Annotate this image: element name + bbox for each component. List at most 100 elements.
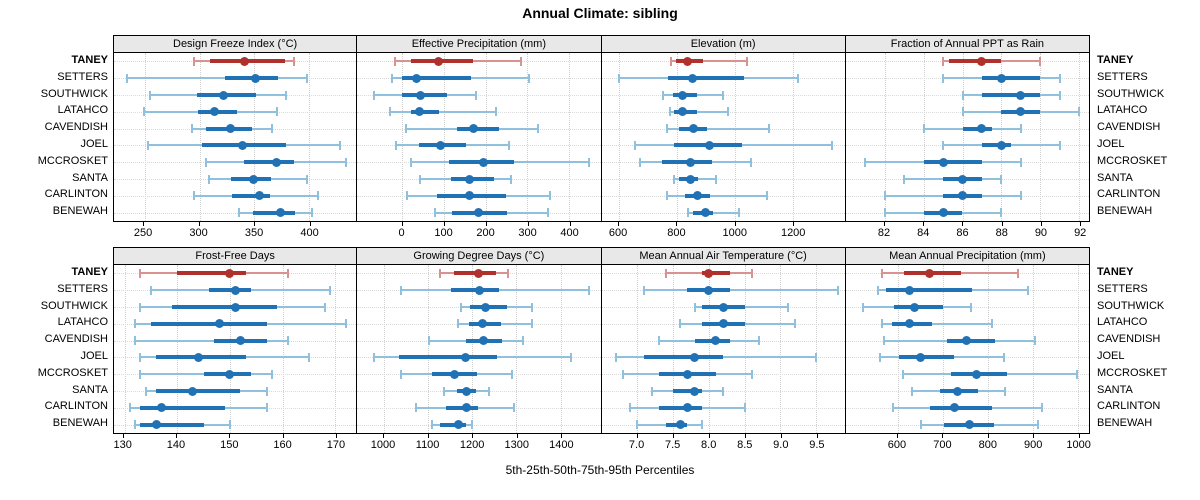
median-dot-joel	[237, 140, 247, 150]
axis-tick-label: 86	[956, 227, 969, 239]
whisker-cap	[428, 336, 431, 346]
whisker-cap	[193, 56, 196, 66]
whisker-cap	[880, 268, 883, 278]
whisker-cap	[1036, 420, 1039, 430]
whisker-cap	[438, 268, 441, 278]
median-dot-cavendish	[977, 124, 987, 134]
row-label-santa: SANTA	[72, 171, 108, 184]
whisker-cap	[494, 107, 497, 117]
whisker-cap	[1078, 107, 1081, 117]
whisker-cap	[920, 420, 923, 430]
axis-tick-label: 400	[300, 227, 319, 239]
axis-tick	[1078, 434, 1080, 438]
axis-tick	[122, 434, 124, 438]
panel-strip: Elevation (m)	[601, 36, 845, 53]
median-dot-mccrosket	[971, 369, 981, 379]
panel-plot	[114, 265, 357, 433]
median-dot-mccrosket	[938, 157, 948, 167]
median-dot-mccrosket	[450, 369, 460, 379]
percentile-box-cavendish	[457, 126, 499, 131]
whisker-cap	[1002, 352, 1005, 362]
whisker-line-carlinton	[666, 194, 767, 197]
whisker-cap	[693, 302, 696, 312]
whisker-cap	[459, 302, 462, 312]
grid-line	[402, 53, 404, 221]
grid-line	[987, 265, 989, 433]
axis-tick	[401, 222, 403, 226]
whisker-cap	[661, 90, 664, 100]
whisker-cap	[831, 140, 834, 150]
median-dot-joel	[996, 140, 1006, 150]
panel-grid-bottom: TANEY SETTERS SOUTHWICK LATAHCO CAVENDISH JOE…	[0, 247, 1200, 457]
percentile-box-carlinton	[929, 405, 993, 410]
median-dot-santa	[686, 174, 696, 184]
whisker-cap	[922, 124, 925, 134]
axis-tick-label: 150	[220, 439, 239, 451]
median-dot-santa	[465, 174, 475, 184]
whisker-cap	[139, 369, 142, 379]
whisker-cap	[522, 336, 525, 346]
row-label-setters: SETTERS	[1097, 70, 1148, 83]
median-dot-benewah	[965, 420, 975, 430]
percentile-box-joel	[899, 355, 954, 360]
whisker-cap	[406, 191, 409, 201]
whisker-cap	[643, 285, 646, 295]
axis-tick	[744, 434, 746, 438]
row-label-benewah: BENEWAH	[52, 417, 108, 430]
whisker-cap	[961, 90, 964, 100]
axis-tick-label: 88	[995, 227, 1008, 239]
median-dot-taney	[433, 56, 443, 66]
whisker-cap	[686, 208, 689, 218]
axis-tick	[383, 434, 384, 438]
median-dot-mccrosket	[271, 157, 281, 167]
whisker-cap	[388, 107, 391, 117]
grid-line	[309, 53, 311, 221]
whisker-line-cavendish	[666, 127, 770, 130]
axis-tick	[923, 222, 925, 226]
panel-axis: 7.0 7.5 8.0 8.5 9.0 9.5	[601, 434, 846, 458]
panel-mean-annual-precipitation-mm: Mean Annual Precipitation (mm) 600 700 800 9…	[844, 247, 1091, 458]
whisker-cap	[142, 107, 145, 117]
axis-tick-label: 350	[244, 227, 264, 239]
whisker-cap	[650, 386, 653, 396]
axis-tick-label: 1200	[780, 227, 806, 239]
whisker-cap	[911, 386, 914, 396]
median-dot-carlinton	[682, 403, 692, 413]
axis-tick	[942, 434, 944, 438]
panel-box: Design Freeze Index (°C)	[113, 35, 358, 222]
grid-line	[1077, 265, 1079, 433]
row-labels-right: TANEY SETTERS SOUTHWICK LATAHCO CAVENDISH JOE…	[1097, 264, 1197, 432]
median-dot-mccrosket	[686, 157, 696, 167]
whisker-cap	[393, 56, 396, 66]
row-label-southwick: SOUTHWICK	[40, 87, 108, 100]
axis-tick-label: 1400	[549, 439, 574, 451]
whisker-cap	[969, 302, 972, 312]
whisker-line-latahco	[669, 110, 729, 113]
whisker-cap	[139, 268, 142, 278]
median-dot-southwick	[1016, 90, 1026, 100]
percentile-box-benewah	[440, 422, 466, 427]
whisker-cap	[530, 319, 533, 329]
whisker-cap	[942, 73, 945, 83]
whisker-cap	[149, 90, 152, 100]
panel-plot	[601, 53, 845, 221]
median-dot-joel	[436, 140, 446, 150]
whisker-cap	[286, 268, 289, 278]
median-dot-southwick	[219, 90, 229, 100]
panel-strip: Mean Annual Air Temperature (°C)	[601, 248, 845, 265]
whisker-cap	[942, 56, 945, 66]
median-dot-latahco	[210, 107, 220, 117]
axis-tick-label: 1100	[415, 439, 440, 451]
whisker-cap	[430, 420, 433, 430]
median-dot-cavendish	[225, 124, 235, 134]
chart-title: Annual Climate: sibling	[522, 5, 678, 21]
row-label-santa: SANTA	[1097, 171, 1133, 184]
median-dot-setters	[230, 285, 240, 295]
whisker-cap	[743, 403, 746, 413]
axis-tick	[896, 434, 898, 438]
median-dot-cavendish	[962, 336, 972, 346]
grid-line	[676, 53, 678, 221]
median-dot-benewah	[474, 208, 484, 218]
percentile-box-setters	[402, 76, 471, 81]
